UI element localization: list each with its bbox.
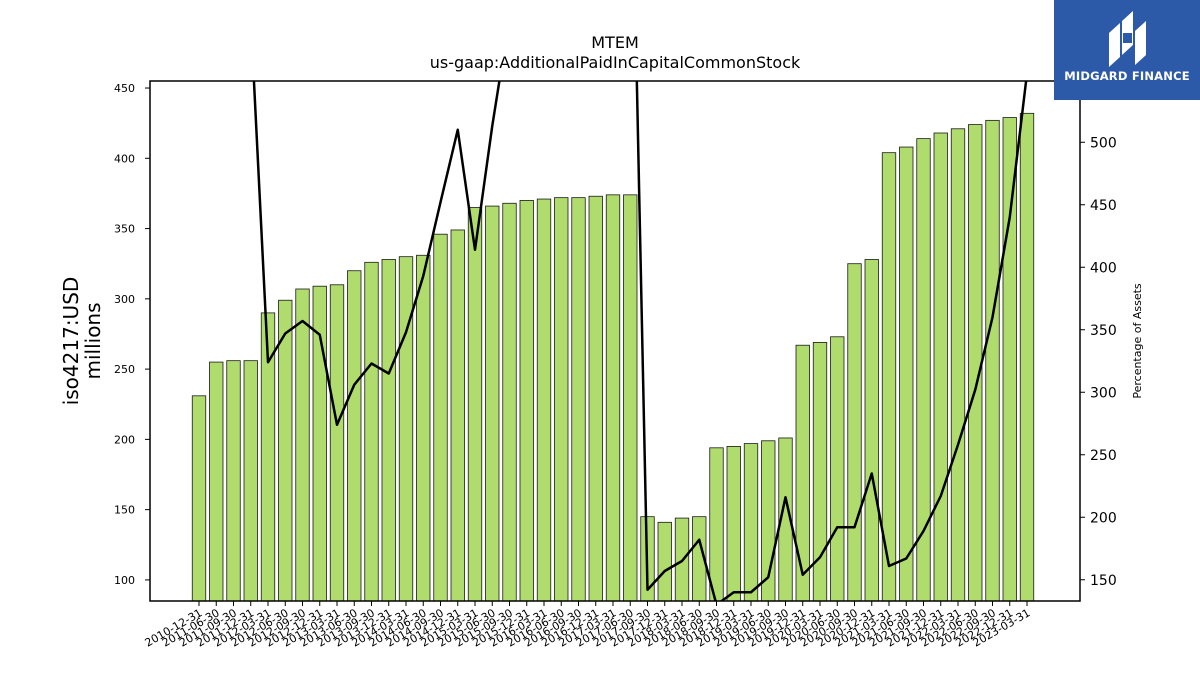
bar (416, 254, 431, 601)
bar (295, 288, 310, 601)
bar (881, 152, 897, 601)
bar (968, 124, 983, 601)
y2-tick-label: 350 (1090, 323, 1117, 339)
y2-axis-label: Percentage of Assets (1131, 283, 1144, 399)
y2-tick-label: 300 (1090, 385, 1117, 401)
bar (364, 261, 379, 601)
bar (243, 360, 258, 601)
bar (554, 197, 569, 601)
bar (950, 128, 966, 601)
chart-title: MTEM (591, 33, 639, 52)
bar (398, 256, 414, 601)
y2-tick-label: 150 (1090, 573, 1117, 589)
y2-tick-label: 400 (1090, 260, 1117, 276)
bar (847, 263, 862, 601)
plot-frame (149, 80, 1081, 602)
bar (1002, 117, 1017, 601)
bar (933, 132, 948, 601)
y-tick-label: 250 (114, 363, 135, 376)
bar (657, 521, 672, 601)
bar (588, 195, 603, 601)
bar (1019, 112, 1035, 601)
bar (329, 284, 345, 601)
bar (761, 440, 776, 601)
bar (812, 342, 828, 601)
bar (864, 259, 879, 601)
y-tick-label: 100 (114, 574, 135, 587)
x-axis: 2010-12-312011-06-302011-09-302011-12-31… (143, 601, 1033, 650)
bar (191, 395, 207, 601)
y-tick-label: 400 (114, 152, 135, 165)
midgard-logo-icon (1109, 11, 1146, 67)
bar (709, 447, 724, 601)
y-axis-left: 100 150 200 250 300 350 400 450 (114, 82, 150, 587)
y-tick-label: 350 (114, 223, 135, 236)
bar (278, 299, 293, 601)
y-tick-label: 200 (114, 433, 135, 446)
y2-tick-label: 500 (1090, 135, 1117, 151)
y-tick-label: 450 (114, 82, 135, 95)
line-path (252, 81, 1028, 601)
bar (795, 344, 810, 601)
chart-subtitle: us-gaap:AdditionalPaidInCapitalCommonSto… (430, 53, 801, 72)
y2-tick-label: 250 (1090, 448, 1117, 464)
bar (623, 194, 638, 601)
bar-series (191, 112, 1035, 601)
bar (347, 270, 362, 601)
y-axis-label: iso4217:USDmillions (59, 277, 105, 406)
y-tick-label: 150 (114, 504, 135, 517)
bar (726, 446, 741, 601)
bar (226, 360, 241, 601)
bar (916, 138, 931, 601)
bar (743, 443, 759, 601)
bar (381, 259, 396, 601)
bar (571, 197, 586, 601)
bar (985, 119, 1000, 601)
bar (433, 233, 448, 601)
bar (502, 202, 517, 601)
y2-tick-label: 450 (1090, 198, 1117, 214)
brand-logo: MIDGARD FINANCE (1054, 0, 1200, 100)
bar (485, 205, 500, 601)
bar (830, 336, 845, 601)
y-tick-label: 300 (114, 293, 135, 306)
bar (209, 361, 224, 601)
logo-text: MIDGARD FINANCE (1064, 69, 1190, 83)
bar (605, 194, 621, 601)
line-series (252, 81, 1028, 601)
bar (778, 437, 793, 601)
bar (899, 146, 914, 601)
bar (467, 207, 483, 601)
bar (260, 312, 276, 601)
y2-tick-label: 200 (1090, 510, 1117, 526)
bar (536, 198, 552, 601)
bar (519, 200, 534, 601)
bar (312, 285, 327, 601)
y-axis-right: 150 200 250 300 350 400 450 500 (1080, 135, 1117, 589)
bar (450, 229, 465, 601)
